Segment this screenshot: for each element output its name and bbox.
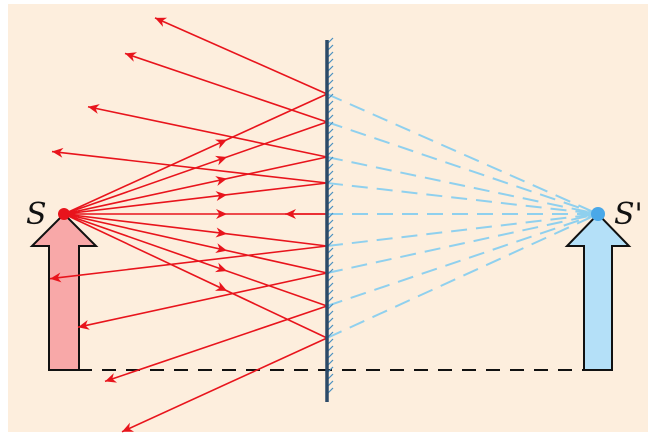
incident-arrowhead [215, 243, 228, 254]
object-arrow [29, 212, 99, 371]
virtual-ray [326, 213, 599, 274]
reflected-arrowhead [88, 104, 100, 114]
reflected-ray [51, 150, 328, 184]
blue-dot-icon [591, 207, 605, 221]
virtual-ray [326, 182, 599, 215]
reflected-ray [77, 272, 328, 328]
reflected-ray [104, 305, 328, 383]
virtual-rays [326, 93, 599, 339]
reflected-arrowhead [52, 147, 64, 158]
reflected-arrowhead [105, 373, 118, 383]
incident-arrowhead [215, 155, 228, 166]
reflected-rays [49, 17, 328, 433]
reflected-arrowhead [78, 319, 90, 330]
reflected-ray [124, 52, 328, 123]
image-label: S' [614, 197, 643, 232]
incident-ray [63, 213, 328, 247]
incident-arrowhead [215, 191, 228, 202]
plane-mirror [325, 37, 334, 402]
incident-arrowhead [215, 227, 228, 238]
reflected-arrowhead [285, 209, 296, 219]
virtual-ray [326, 213, 599, 307]
incident-arrowhead [214, 281, 228, 291]
reflected-ray [154, 17, 328, 95]
incident-ray [63, 213, 328, 307]
red-dot-icon [58, 208, 70, 220]
reflected-ray [121, 337, 328, 433]
reflected-arrowhead [122, 422, 135, 432]
incident-arrowhead [214, 139, 228, 149]
virtual-ray [326, 121, 599, 215]
reflected-arrowhead [155, 17, 168, 27]
incident-ray [63, 93, 328, 215]
incident-rays [63, 93, 328, 339]
reflected-ray [87, 105, 328, 158]
incident-ray [63, 182, 328, 215]
reflected-ray [49, 245, 328, 280]
reflected-arrowhead [125, 52, 138, 62]
incident-arrowhead [215, 262, 228, 273]
incident-arrowhead [216, 209, 228, 219]
virtual-ray [326, 213, 599, 247]
incident-ray [63, 213, 328, 339]
reflected-arrowhead [50, 272, 62, 283]
object-label: S [26, 197, 47, 232]
image-arrow [564, 212, 632, 371]
up-arrow-icon [29, 212, 99, 371]
up-arrow-icon [564, 212, 632, 371]
incident-ray [63, 156, 328, 215]
incident-arrowhead [215, 176, 228, 186]
virtual-ray [326, 156, 599, 215]
incident-ray [63, 213, 328, 274]
